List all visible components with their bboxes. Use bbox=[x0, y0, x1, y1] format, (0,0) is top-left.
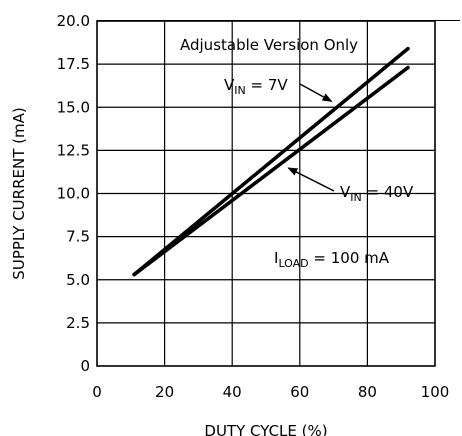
y-tick-label: 2.5 bbox=[66, 314, 90, 332]
x-tick-labels: 0 20 40 60 80 100 bbox=[92, 383, 449, 401]
series-lines bbox=[132, 46, 410, 277]
y-tick-label: 0 bbox=[80, 357, 90, 375]
vin-7v-sub: IN bbox=[234, 84, 245, 97]
x-axis-label: DUTY CYCLE (%) bbox=[204, 422, 327, 436]
vin-40v-main: V bbox=[340, 183, 351, 201]
x-tick-label: 100 bbox=[421, 383, 450, 401]
y-tick-label: 7.5 bbox=[66, 228, 90, 246]
vin-7v-rest: = 7V bbox=[246, 76, 289, 94]
vin-7v-label: VIN = 7V bbox=[224, 76, 288, 97]
iload-rest: = 100 mA bbox=[309, 249, 390, 267]
y-tick-label: 17.5 bbox=[57, 55, 90, 73]
y-tick-label: 20.0 bbox=[57, 12, 90, 30]
vin-40v-arrow bbox=[287, 167, 335, 192]
y-tick-label: 12.5 bbox=[57, 141, 90, 159]
vin-40v-rest: = 40V bbox=[362, 183, 414, 201]
x-tick-label: 0 bbox=[92, 383, 102, 401]
vin-40v-sub: IN bbox=[350, 191, 361, 204]
plot-frame bbox=[96, 20, 460, 367]
iload-label: ILOAD = 100 mA bbox=[274, 249, 390, 270]
y-axis-label: SUPPLY CURRENT (mA) bbox=[10, 107, 28, 279]
x-tick-label: 20 bbox=[155, 383, 174, 401]
vin-7v-arrow bbox=[299, 83, 333, 103]
x-tick-label: 40 bbox=[223, 383, 242, 401]
y-tick-labels: 0 2.5 5.0 7.5 10.0 12.5 15.0 17.5 20.0 bbox=[57, 12, 90, 375]
iload-main: I bbox=[274, 249, 278, 267]
y-tick-label: 15.0 bbox=[57, 98, 90, 116]
annotation-arrows bbox=[287, 83, 335, 192]
vin-40v-label: VIN = 40V bbox=[340, 183, 414, 204]
y-tick-label: 5.0 bbox=[66, 271, 90, 289]
series-line-vin-7v bbox=[132, 46, 410, 277]
vin-7v-main: V bbox=[224, 76, 235, 94]
iload-sub: LOAD bbox=[278, 257, 308, 270]
series-line-vin-40v bbox=[132, 65, 410, 277]
x-tick-label: 80 bbox=[358, 383, 377, 401]
x-tick-label: 60 bbox=[290, 383, 309, 401]
version-note: Adjustable Version Only bbox=[180, 36, 358, 54]
y-tick-label: 10.0 bbox=[57, 185, 90, 203]
